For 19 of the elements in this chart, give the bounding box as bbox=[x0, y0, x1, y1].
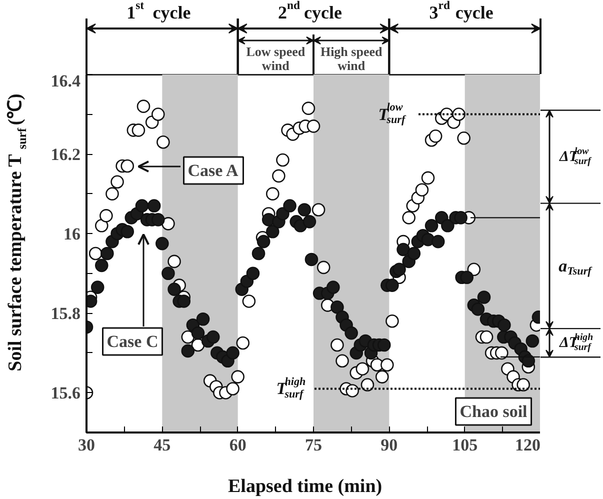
x-tick-label: 120 bbox=[515, 436, 540, 454]
annotation: Chao soil bbox=[460, 402, 528, 421]
text: Low speed wind bbox=[246, 44, 306, 74]
y-tick-label: 16.2 bbox=[50, 145, 80, 164]
y-tick-label: 15.8 bbox=[50, 304, 80, 324]
y-axis-title: Soil surface temperature Tsurf(℃) bbox=[5, 94, 30, 372]
x-tick-label: 75 bbox=[305, 436, 322, 454]
x-tick-label: 90 bbox=[380, 436, 398, 454]
y-tick-label: 16.4 bbox=[50, 72, 81, 90]
x-tick-label: 45 bbox=[154, 436, 171, 454]
x-tick-label: 105 bbox=[452, 436, 478, 454]
text: High speed wind bbox=[320, 44, 383, 74]
y-tick-label: 15.6 bbox=[50, 384, 80, 403]
x-tick-label: 60 bbox=[229, 436, 246, 454]
y-tick-label: 16 bbox=[64, 224, 80, 244]
x-axis-title: Elapsed time (min) bbox=[228, 476, 382, 497]
series-label: Case C bbox=[106, 332, 158, 351]
x-tick-label: 30 bbox=[78, 436, 95, 454]
legend-label: Case A bbox=[188, 161, 240, 180]
